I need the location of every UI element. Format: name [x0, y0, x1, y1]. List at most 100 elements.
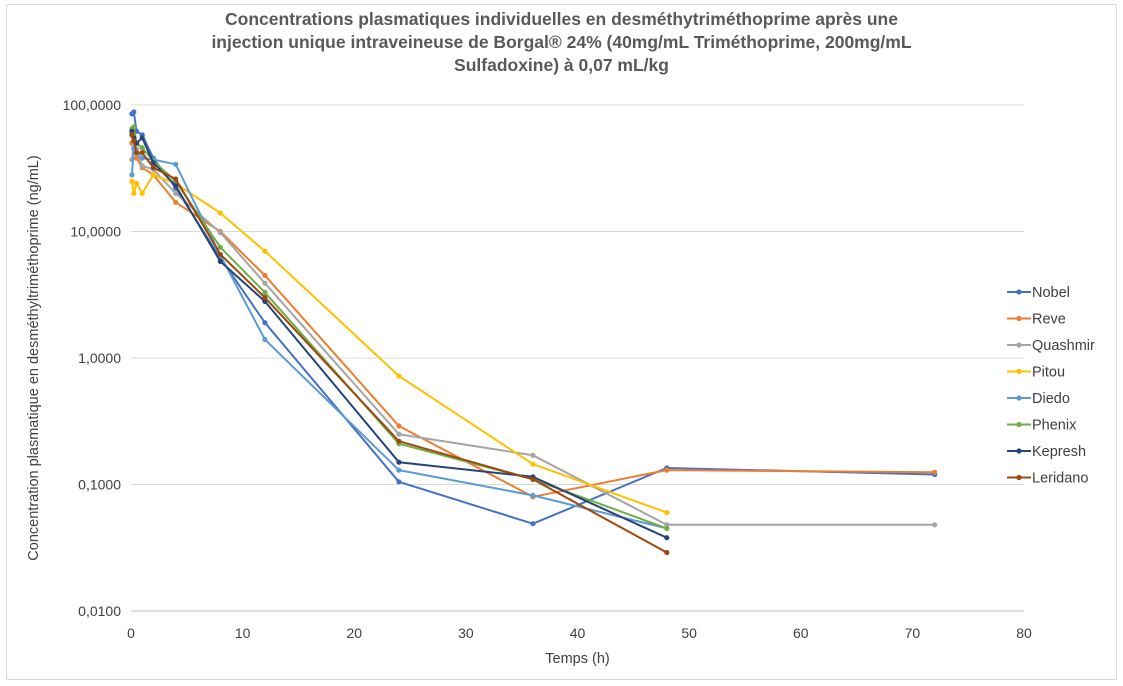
data-point — [131, 109, 137, 115]
data-point — [664, 535, 670, 541]
data-point — [173, 190, 179, 196]
x-tick-label: 30 — [458, 625, 474, 641]
data-point — [134, 180, 140, 186]
data-point — [134, 155, 140, 161]
x-tick-label: 80 — [1016, 625, 1032, 641]
series-kepresh — [129, 128, 670, 541]
legend-item: Pitou — [1007, 365, 1065, 381]
legend-marker — [1016, 448, 1022, 454]
gridlines — [131, 104, 1024, 612]
data-point — [262, 295, 268, 301]
data-point — [262, 320, 268, 326]
legend-item: Nobel — [1007, 285, 1070, 301]
data-point — [139, 190, 145, 196]
series-reve — [129, 140, 938, 500]
y-tick-label: 0,0100 — [78, 603, 121, 619]
legend-item: Leridano — [1007, 471, 1088, 487]
legend-label: Kepresh — [1032, 444, 1086, 460]
series-line — [130, 144, 935, 526]
legend-item: Quashmir — [1007, 338, 1095, 354]
chart-title-line-1: Concentrations plasmatiques individuelle… — [225, 9, 898, 29]
data-point — [150, 165, 156, 171]
x-axis-title: Temps (h) — [545, 651, 609, 667]
data-point — [530, 521, 536, 527]
data-point — [530, 492, 536, 498]
series-line — [130, 134, 668, 554]
series-quashmir — [129, 142, 938, 528]
data-point — [396, 479, 402, 485]
series-line — [131, 142, 935, 498]
legend-item: Kepresh — [1007, 444, 1086, 460]
data-point — [932, 469, 938, 475]
data-point — [131, 138, 137, 144]
data-point — [262, 336, 268, 343]
series-line — [130, 131, 668, 539]
y-axis-title: Concentration plasmatique en desméthyltr… — [26, 155, 42, 560]
data-point — [664, 525, 670, 532]
data-point — [217, 251, 223, 257]
chart-frame — [6, 4, 1117, 680]
data-point — [262, 280, 268, 286]
data-point — [664, 522, 670, 528]
data-point — [396, 459, 402, 465]
data-point — [129, 132, 135, 138]
data-point — [396, 423, 402, 429]
data-point — [129, 178, 135, 184]
data-point — [530, 476, 536, 482]
legend-marker — [1016, 342, 1022, 348]
legend-item: Phenix — [1007, 418, 1077, 434]
data-point — [217, 258, 223, 264]
x-tick-label: 70 — [905, 625, 921, 641]
data-point — [217, 210, 223, 216]
legend-marker — [1016, 474, 1022, 481]
x-tick-label: 50 — [681, 625, 697, 641]
chart-title-line-2: injection unique intraveineuse de Borgal… — [211, 32, 912, 52]
x-tick-label: 0 — [127, 625, 135, 641]
data-point — [932, 522, 938, 528]
legend-marker — [1016, 395, 1022, 401]
data-point — [150, 160, 156, 166]
data-point — [173, 161, 179, 167]
legend-marker — [1016, 289, 1022, 295]
data-point — [396, 431, 402, 437]
data-point — [134, 150, 140, 156]
data-point — [664, 549, 670, 556]
data-point — [131, 124, 137, 130]
legend-label: Pitou — [1032, 365, 1065, 381]
data-point — [173, 199, 179, 205]
legend-marker — [1016, 315, 1022, 322]
data-point — [131, 190, 137, 196]
x-axis-ticks: 0 10 20 30 40 50 60 70 80 — [127, 625, 1032, 641]
data-point — [139, 145, 145, 151]
data-point — [139, 135, 145, 141]
data-point — [129, 172, 135, 178]
legend-item: Diedo — [1007, 391, 1070, 407]
data-point — [217, 230, 223, 236]
legend-label: Nobel — [1032, 285, 1070, 301]
chart-title-line-3: Sulfadoxine) à 0,07 mL/kg — [454, 55, 669, 75]
data-point — [262, 272, 268, 278]
y-axis-ticks: 0,0100 0,1000 1,0000 10,0000 100,0000 — [63, 97, 122, 619]
data-point — [262, 248, 268, 254]
data-point — [139, 155, 145, 161]
x-tick-label: 20 — [346, 625, 362, 641]
legend-marker — [1016, 368, 1022, 375]
data-point — [396, 373, 402, 379]
chart-title: Concentrations plasmatiques individuelle… — [0, 8, 1123, 77]
data-point — [139, 163, 145, 169]
data-point — [173, 183, 179, 189]
x-tick-label: 40 — [570, 625, 586, 641]
data-point — [664, 509, 670, 516]
data-point — [530, 461, 536, 467]
x-tick-label: 10 — [235, 625, 251, 641]
y-tick-label: 1,0000 — [78, 350, 121, 366]
series-diedo — [129, 146, 670, 532]
y-tick-label: 100,0000 — [63, 97, 122, 113]
legend: Nobel Reve Quashmir Pitou Diedo Phenix Kepresh… — [1007, 285, 1095, 487]
y-tick-label: 10,0000 — [70, 224, 121, 240]
data-point — [530, 452, 536, 458]
data-point — [217, 244, 223, 250]
legend-label: Diedo — [1032, 391, 1070, 407]
data-point — [139, 150, 145, 156]
